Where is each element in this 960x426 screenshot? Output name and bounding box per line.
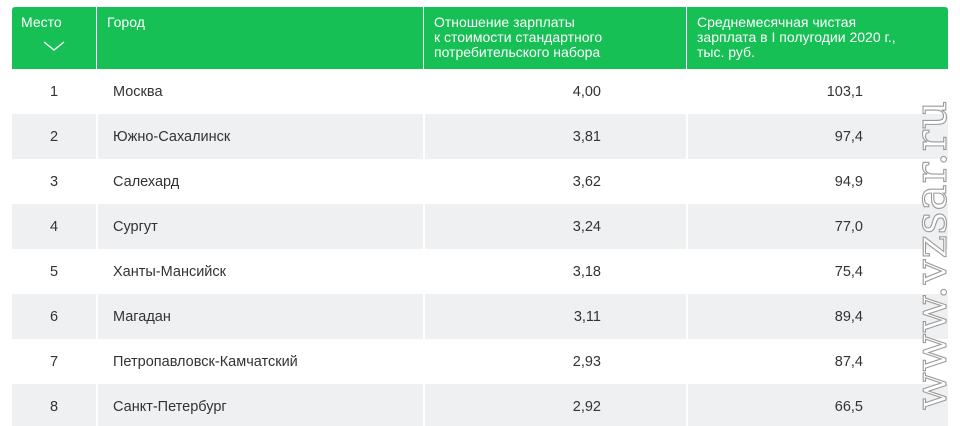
column-header-city-label: Город (107, 14, 145, 30)
salary-cell: 103,1 (686, 69, 948, 114)
salary-cell: 89,4 (686, 294, 948, 339)
salary-cell: 94,9 (686, 159, 948, 204)
rank-cell: 4 (12, 204, 96, 249)
rank-cell: 1 (12, 69, 96, 114)
column-header-salary-line-2: зарплата в I полугодии 2020 г., (697, 29, 896, 45)
column-header-ratio-line-2: к стоимости стандартного (434, 29, 603, 45)
table-body: 1 Москва 4,00 103,1 2 Южно-Сахалинск 3,8… (12, 69, 948, 426)
table-row: 4 Сургут 3,24 77,0 (12, 204, 948, 249)
rank-cell: 6 (12, 294, 96, 339)
city-cell: Салехард (96, 159, 423, 204)
column-header-salary-line-3: тыс. руб. (697, 44, 755, 60)
rank-cell: 7 (12, 339, 96, 384)
salary-cell: 75,4 (686, 249, 948, 294)
ratio-cell: 2,92 (423, 384, 686, 426)
table-row: 7 Петропавловск-Камчатский 2,93 87,4 (12, 339, 948, 384)
salary-ranking-table: Место Город Отношение зарплаты к стоимос… (12, 7, 948, 426)
column-header-rank[interactable]: Место (12, 7, 96, 69)
city-cell: Москва (96, 69, 423, 114)
ratio-cell: 3,11 (423, 294, 686, 339)
table-row: 6 Магадан 3,11 89,4 (12, 294, 948, 339)
table-row: 3 Салехард 3,62 94,9 (12, 159, 948, 204)
column-header-rank-label: Место (21, 14, 62, 30)
chevron-down-icon[interactable] (43, 40, 65, 52)
city-cell: Ханты-Мансийск (96, 249, 423, 294)
table-row: 8 Санкт-Петербург 2,92 66,5 (12, 384, 948, 426)
column-header-city[interactable]: Город (96, 7, 423, 69)
column-header-salary[interactable]: Среднемесячная чистая зарплата в I полуг… (686, 7, 948, 69)
rank-cell: 3 (12, 159, 96, 204)
ratio-cell: 2,93 (423, 339, 686, 384)
salary-cell: 87,4 (686, 339, 948, 384)
table-row: 5 Ханты-Мансийск 3,18 75,4 (12, 249, 948, 294)
city-cell: Южно-Сахалинск (96, 114, 423, 159)
column-header-ratio-line-1: Отношение зарплаты (434, 14, 575, 30)
rank-cell: 8 (12, 384, 96, 426)
ratio-cell: 4,00 (423, 69, 686, 114)
rank-cell: 5 (12, 249, 96, 294)
city-cell: Магадан (96, 294, 423, 339)
column-header-ratio[interactable]: Отношение зарплаты к стоимости стандартн… (423, 7, 686, 69)
ratio-cell: 3,62 (423, 159, 686, 204)
city-cell: Петропавловск-Камчатский (96, 339, 423, 384)
city-cell: Сургут (96, 204, 423, 249)
table-header: Место Город Отношение зарплаты к стоимос… (12, 7, 948, 69)
salary-cell: 97,4 (686, 114, 948, 159)
city-cell: Санкт-Петербург (96, 384, 423, 426)
ratio-cell: 3,18 (423, 249, 686, 294)
column-header-salary-line-1: Среднемесячная чистая (697, 14, 857, 30)
ratio-cell: 3,81 (423, 114, 686, 159)
column-header-ratio-line-3: потребительского набора (434, 44, 601, 60)
table-row: 2 Южно-Сахалинск 3,81 97,4 (12, 114, 948, 159)
rank-cell: 2 (12, 114, 96, 159)
salary-cell: 66,5 (686, 384, 948, 426)
table-row: 1 Москва 4,00 103,1 (12, 69, 948, 114)
salary-cell: 77,0 (686, 204, 948, 249)
ratio-cell: 3,24 (423, 204, 686, 249)
